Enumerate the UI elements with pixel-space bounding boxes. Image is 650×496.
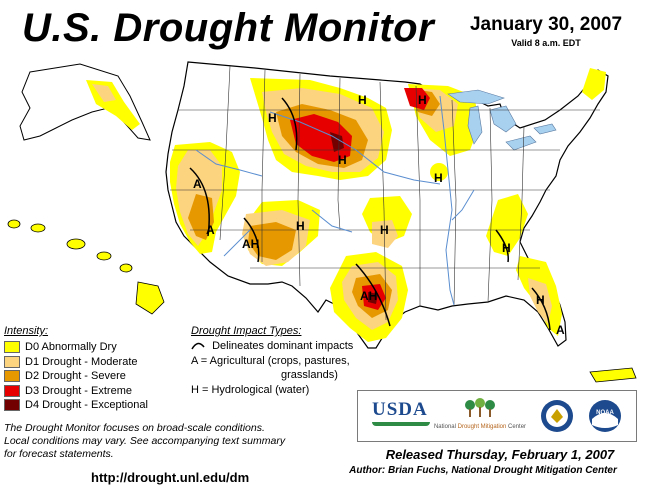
footnote-line-3: for forecast statements. [4,448,114,460]
rivers [195,95,475,306]
alaska-land [19,63,151,141]
legend-swatch-d1 [4,355,20,368]
impact-labels: A A AH H H H H H H H AH H H A [193,93,565,337]
footnote-line-2: Local conditions may vary. See accompany… [4,435,286,447]
footnote-line-1: The Drought Monitor focuses on broad-sca… [4,422,265,434]
puerto-rico [589,367,637,383]
legend-item: D1 Drought - Moderate [4,355,148,370]
release-date: Released Thursday, February 1, 2007 [385,447,615,462]
label-h-nebraska: H [338,153,347,167]
map-date: January 30, 2007 [469,14,623,35]
delineation-line-icon [191,342,205,350]
label-h-carolinas: H [502,241,511,255]
website-url: http://drought.unl.edu/dm [91,470,250,485]
map-title: U.S. Drought Monitor [22,6,435,50]
label-a-california: A [193,177,202,191]
legend-label: D0 Abnormally Dry [25,341,117,354]
legend-item: D2 Drought - Severe [4,369,148,384]
noaa-logo: NOAA [588,399,622,433]
legend-item: D0 Abnormally Dry [4,340,148,355]
legend-label: D3 Drought - Extreme [25,384,132,397]
legend-item: D3 Drought - Extreme [4,384,148,399]
legend-swatch-d4 [4,399,20,412]
legend-swatch-d0 [4,341,20,354]
usda-logo: USDA [372,399,430,426]
label-h-oklahoma: H [380,223,389,237]
partner-logos: USDA National Drought Mitigation Center … [357,390,637,442]
impact-delineates-label: Delineates dominant impacts [212,340,354,352]
label-ah-arizona: AH [242,237,259,251]
label-a-florida: A [556,323,565,337]
label-h-nevada: H [296,219,305,233]
legend-item: D4 Drought - Exceptional [4,398,148,413]
impact-a-label: A = Agricultural (crops, pastures, [191,354,350,367]
great-lakes [447,89,557,151]
label-h-montana: H [268,111,277,125]
legend-swatch-d3 [4,384,20,397]
impact-delineates-row: Delineates dominant impacts [191,340,353,355]
impact-h-label: H = Hydrological (water) [191,383,310,396]
label-h-minnesota: H [418,93,427,107]
legend-label: D4 Drought - Exceptional [25,399,148,412]
state-boundaries [170,65,600,321]
footnote: The Drought Monitor focuses on broad-sca… [4,422,364,461]
legend-swatch-d2 [4,370,20,383]
ndmc-logo: National Drought Mitigation Center [430,397,530,430]
impact-heading: Drought Impact Types: [191,325,302,337]
legend-label: D1 Drought - Moderate [25,355,138,368]
legend-label: D2 Drought - Severe [25,370,126,383]
label-h-georgia: H [536,293,545,307]
impact-a-label-cont: grasslands) [281,369,338,381]
tree-icon [465,398,495,417]
hawaii-islands [7,219,165,315]
alaska-d1 [92,84,116,102]
intensity-legend: D0 Abnormally Dry D1 Drought - Moderate … [4,340,148,413]
intensity-heading: Intensity: [4,325,49,337]
label-ah-texas: AH [360,289,377,303]
valid-time: Valid 8 a.m. EDT [511,38,581,48]
impact-legend: Delineates dominant impacts A = Agricult… [191,340,353,398]
author-credit: Author: Brian Fuchs, National Drought Mi… [349,465,617,476]
commerce-seal-icon [541,400,573,432]
label-a-socal: A [206,223,215,237]
label-h-iowa: H [434,171,443,185]
impact-delineation-lines [189,97,551,331]
label-h-northdakota: H [358,93,367,107]
